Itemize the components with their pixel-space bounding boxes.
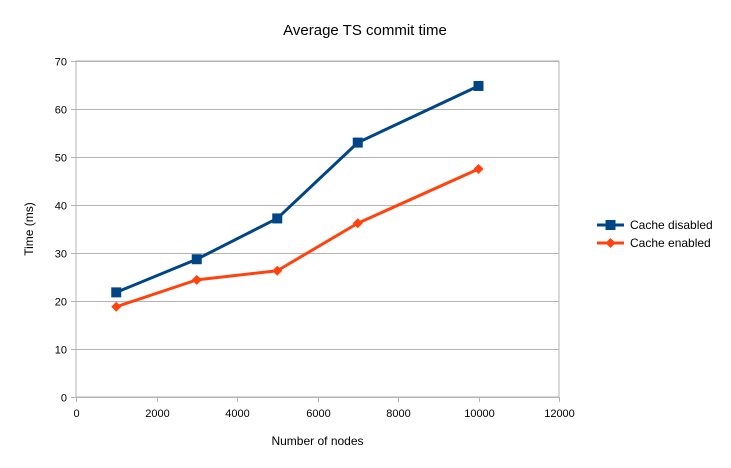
data-point-cache-enabled	[191, 274, 202, 285]
series-layer	[111, 80, 484, 312]
chart-title: Average TS commit time	[283, 22, 447, 39]
x-tick-label: 12000	[544, 408, 575, 420]
x-tick-label: 0	[73, 408, 79, 420]
x-tick-label: 4000	[225, 408, 249, 420]
data-point-cache-disabled	[352, 137, 363, 148]
y-axis-title: Time (ms)	[22, 202, 36, 256]
x-tick-label: 2000	[145, 408, 169, 420]
y-tick-label: 50	[55, 153, 67, 165]
axes: 0 10 20 30 40 50 60 70 0 2000 4000 6000 8000 10000 120…	[55, 57, 575, 421]
x-tick-label: 6000	[306, 408, 330, 420]
legend: Cache disabled Cache enabled	[597, 218, 713, 250]
y-tick-label: 30	[55, 249, 67, 261]
legend-marker-cache-disabled	[605, 220, 616, 230]
data-point-cache-disabled	[191, 254, 202, 265]
data-point-cache-enabled	[111, 301, 122, 312]
legend-marker-cache-enabled	[605, 238, 616, 248]
legend-label-cache-enabled: Cache enabled	[630, 236, 711, 250]
x-axis-title: Number of nodes	[271, 434, 363, 448]
y-tick-label: 70	[55, 57, 67, 69]
y-tick-label: 10	[55, 345, 67, 357]
series-cache-disabled	[111, 80, 484, 298]
series-cache-enabled	[111, 164, 484, 312]
x-tick-label: 10000	[464, 408, 495, 420]
plot-area-frame	[75, 60, 560, 398]
y-tick-label: 40	[55, 201, 67, 213]
y-tick-label: 60	[55, 105, 67, 117]
data-point-cache-disabled	[111, 287, 122, 298]
x-tick-label: 8000	[386, 408, 410, 420]
data-point-cache-enabled	[272, 265, 283, 276]
series-line-cache-disabled	[115, 84, 480, 294]
legend-item-cache-enabled: Cache enabled	[597, 236, 711, 250]
data-point-cache-enabled	[352, 218, 363, 229]
series-line-cache-enabled	[115, 167, 480, 309]
legend-item-cache-disabled: Cache disabled	[597, 218, 713, 232]
y-tick-label: 0	[61, 393, 67, 405]
data-point-cache-disabled	[272, 213, 283, 224]
legend-label-cache-disabled: Cache disabled	[630, 218, 713, 232]
y-tick-label: 20	[55, 297, 67, 309]
data-point-cache-disabled	[473, 80, 484, 91]
grid-lines	[76, 61, 559, 398]
data-point-cache-enabled	[473, 164, 484, 174]
